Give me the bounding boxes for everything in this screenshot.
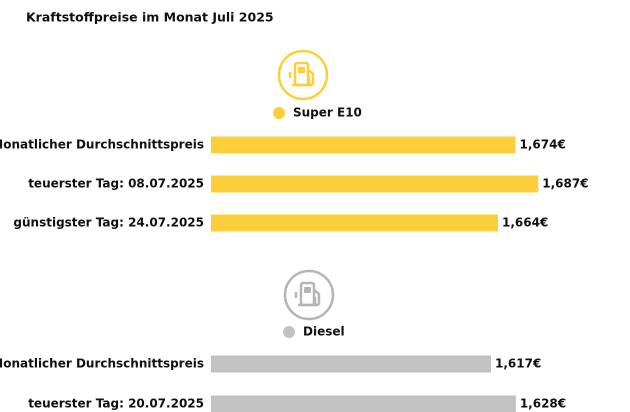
value-label: 1,687€ xyxy=(542,177,588,191)
fuel-icon xyxy=(277,49,329,101)
category-label: teuerster Tag: 08.07.2025 xyxy=(28,177,204,191)
bar xyxy=(211,395,516,412)
category-label: günstigster Tag: 24.07.2025 xyxy=(13,216,204,230)
page-title: Kraftstoffpreise im Monat Juli 2025 xyxy=(26,10,274,25)
legend-label: Super E10 xyxy=(293,106,362,120)
legend-swatch xyxy=(283,326,295,338)
legend-swatch xyxy=(273,107,285,119)
category-label: teuerster Tag: 20.07.2025 xyxy=(28,397,204,411)
fuel-icon xyxy=(283,269,335,321)
bar xyxy=(211,214,498,232)
bar xyxy=(211,136,516,154)
value-label: 1,674€ xyxy=(520,138,566,152)
value-label: 1,628€ xyxy=(520,397,566,411)
bar xyxy=(211,355,491,373)
legend-label: Diesel xyxy=(303,325,345,339)
value-label: 1,664€ xyxy=(502,216,548,230)
value-label: 1,617€ xyxy=(495,357,541,371)
category-label: Monatlicher Durchschnittspreis xyxy=(0,357,204,371)
category-label: Monatlicher Durchschnittspreis xyxy=(0,138,204,152)
bar xyxy=(211,175,539,193)
